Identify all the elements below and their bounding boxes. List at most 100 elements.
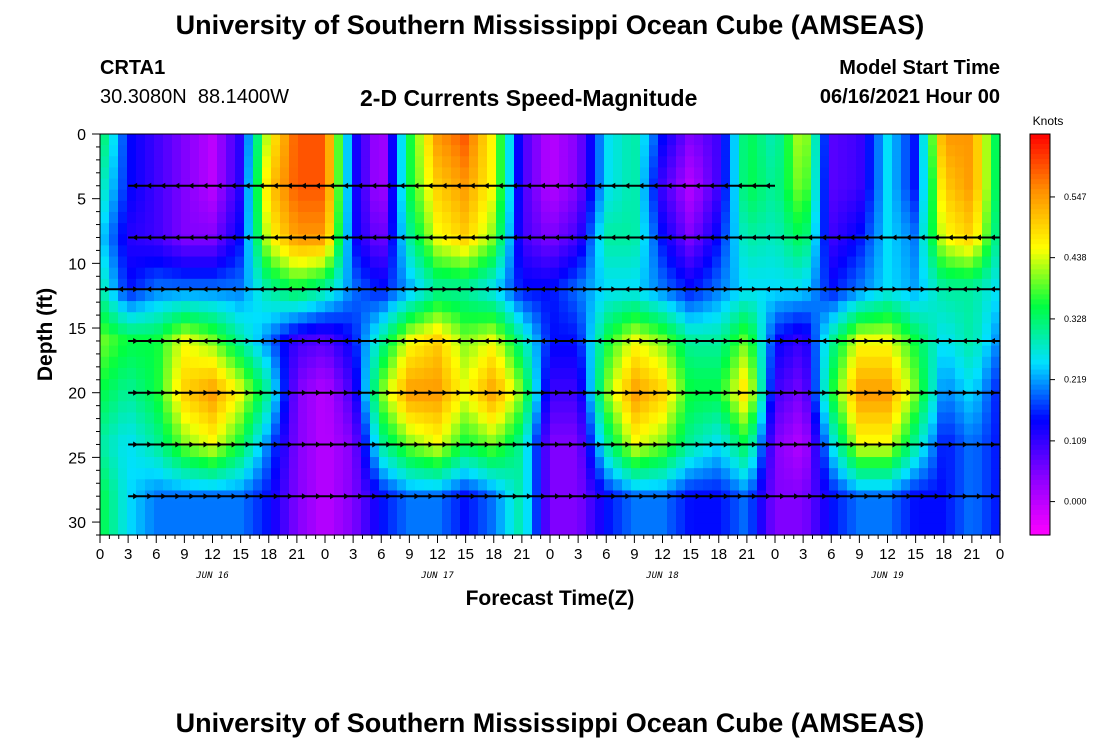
heatmap-cell bbox=[136, 390, 146, 402]
heatmap-cell bbox=[424, 134, 434, 146]
vector-arrowhead bbox=[414, 493, 420, 500]
heatmap-cell bbox=[379, 156, 389, 169]
heatmap-cell bbox=[343, 523, 353, 536]
heatmap-cell bbox=[154, 468, 164, 480]
heatmap-cell bbox=[640, 356, 650, 369]
heatmap-cell bbox=[451, 523, 461, 536]
heatmap-cell bbox=[280, 523, 290, 536]
heatmap-cell bbox=[955, 156, 965, 169]
heatmap-cell bbox=[973, 145, 983, 157]
heatmap-cell bbox=[676, 379, 686, 391]
heatmap-cell bbox=[487, 145, 497, 157]
heatmap-cell bbox=[487, 512, 497, 525]
heatmap-cell bbox=[946, 200, 956, 213]
heatmap-cell bbox=[352, 223, 362, 235]
heatmap-cell bbox=[595, 379, 605, 391]
heatmap-cell bbox=[694, 356, 704, 369]
heatmap-cell bbox=[901, 289, 911, 302]
heatmap-cell bbox=[658, 256, 668, 269]
heatmap-cell bbox=[145, 323, 155, 336]
heatmap-cell bbox=[136, 356, 146, 369]
heatmap-cell bbox=[343, 468, 353, 480]
heatmap-cell bbox=[910, 289, 920, 302]
heatmap-cell bbox=[271, 445, 281, 458]
heatmap-cell bbox=[829, 156, 839, 169]
vector-arrowhead bbox=[231, 493, 237, 500]
vector-arrowhead bbox=[456, 493, 462, 500]
heatmap-cell bbox=[748, 200, 758, 213]
heatmap-cell bbox=[901, 178, 911, 191]
heatmap-cell bbox=[325, 134, 335, 146]
vector-arrowhead bbox=[653, 441, 659, 448]
heatmap-cell bbox=[442, 401, 452, 414]
heatmap-cell bbox=[694, 278, 704, 291]
vector-arrowhead bbox=[498, 389, 504, 396]
heatmap-cell bbox=[766, 501, 776, 514]
heatmap-cell bbox=[865, 468, 875, 480]
heatmap-cell bbox=[568, 423, 578, 436]
heatmap-cell bbox=[217, 278, 227, 291]
vector-arrowhead bbox=[737, 441, 743, 448]
heatmap-cell bbox=[154, 211, 164, 224]
heatmap-cell bbox=[919, 434, 929, 447]
heatmap-cell bbox=[109, 189, 119, 202]
heatmap-cell bbox=[676, 289, 686, 302]
vector-arrowhead bbox=[611, 389, 617, 396]
vector-arrowhead bbox=[399, 286, 405, 293]
vector-arrowhead bbox=[216, 234, 222, 241]
heatmap-cell bbox=[865, 223, 875, 235]
heatmap-cell bbox=[739, 267, 749, 280]
heatmap-cell bbox=[145, 134, 155, 146]
vector-arrowhead bbox=[948, 441, 954, 448]
heatmap-cell bbox=[982, 167, 992, 180]
vector-arrowhead bbox=[990, 493, 996, 500]
heatmap-cell bbox=[838, 223, 848, 235]
heatmap-cell bbox=[928, 434, 938, 447]
heatmap-cell bbox=[775, 457, 785, 469]
heatmap-cell bbox=[118, 323, 128, 336]
y-tick-label: 15 bbox=[68, 321, 86, 338]
heatmap-cell bbox=[388, 267, 398, 280]
heatmap-cell bbox=[595, 301, 605, 313]
heatmap-cell bbox=[856, 356, 866, 369]
vector-arrowhead bbox=[934, 441, 940, 448]
colorbar-segment bbox=[1030, 299, 1050, 306]
heatmap-cell bbox=[514, 156, 524, 169]
heatmap-cell bbox=[991, 445, 1001, 458]
heatmap-cell bbox=[280, 256, 290, 269]
heatmap-cell bbox=[784, 423, 794, 436]
heatmap-cell bbox=[721, 234, 731, 246]
heatmap-cell bbox=[478, 434, 488, 447]
colorbar-segment bbox=[1030, 254, 1050, 260]
heatmap-cell bbox=[271, 457, 281, 469]
heatmap-cell bbox=[973, 457, 983, 469]
heatmap-cell bbox=[496, 211, 506, 224]
heatmap-cell bbox=[811, 345, 821, 358]
heatmap-cell bbox=[973, 289, 983, 302]
heatmap-cell bbox=[694, 200, 704, 213]
heatmap-cell bbox=[370, 167, 380, 180]
vector-arrowhead bbox=[147, 389, 153, 396]
heatmap-cell bbox=[811, 312, 821, 324]
heatmap-cell bbox=[991, 278, 1001, 291]
heatmap-cell bbox=[811, 200, 821, 213]
heatmap-cell bbox=[514, 278, 524, 291]
heatmap-cell bbox=[415, 434, 425, 447]
heatmap-cell bbox=[136, 223, 146, 235]
heatmap-cell bbox=[838, 323, 848, 336]
colorbar-segment bbox=[1030, 404, 1050, 411]
vector-arrowhead bbox=[272, 234, 278, 241]
heatmap-cell bbox=[892, 412, 902, 425]
heatmap-cell bbox=[640, 457, 650, 469]
heatmap-cell bbox=[325, 512, 335, 525]
vector-arrowhead bbox=[863, 234, 869, 241]
heatmap-cell bbox=[802, 223, 812, 235]
heatmap-cell bbox=[739, 501, 749, 514]
heatmap-cell bbox=[208, 412, 218, 425]
heatmap-cell bbox=[343, 223, 353, 235]
x-tick-label: 0 bbox=[771, 546, 779, 563]
heatmap-cell bbox=[631, 468, 641, 480]
heatmap-cell bbox=[604, 245, 614, 258]
heatmap-cell bbox=[370, 523, 380, 536]
